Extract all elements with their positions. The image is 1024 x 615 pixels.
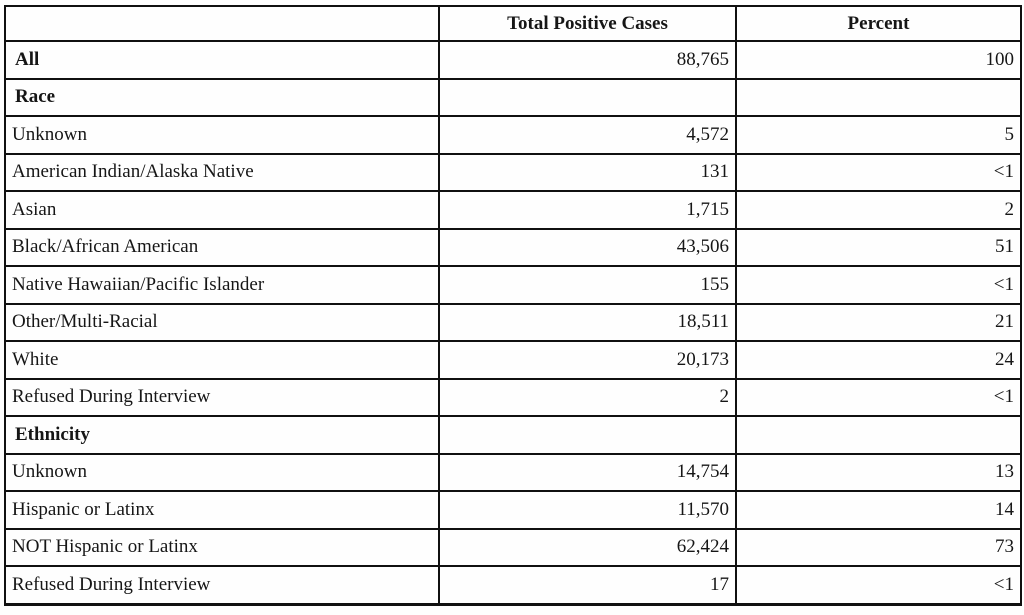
percent-value: 100 bbox=[735, 40, 1022, 80]
table-row: Refused During Interview 17 <1 bbox=[4, 565, 1022, 606]
total-cases-value: 17 bbox=[438, 565, 737, 606]
table-row: NOT Hispanic or Latinx 62,424 73 bbox=[4, 527, 1022, 567]
table-row: Asian 1,715 2 bbox=[4, 190, 1022, 230]
percent-value: 14 bbox=[735, 490, 1022, 530]
total-cases-value: 20,173 bbox=[438, 340, 737, 380]
total-cases-value bbox=[438, 415, 737, 455]
total-cases-value: 88,765 bbox=[438, 40, 737, 80]
table-row: Native Hawaiian/Pacific Islander 155 <1 bbox=[4, 265, 1022, 305]
row-label: Race bbox=[4, 77, 440, 117]
row-label: Asian bbox=[4, 190, 440, 230]
total-cases-value bbox=[438, 77, 737, 117]
total-cases-value: 2 bbox=[438, 377, 737, 417]
table-row: Refused During Interview 2 <1 bbox=[4, 377, 1022, 417]
row-label: NOT Hispanic or Latinx bbox=[4, 527, 440, 567]
percent-value: 13 bbox=[735, 452, 1022, 492]
row-label: Unknown bbox=[4, 115, 440, 155]
percent-value: <1 bbox=[735, 265, 1022, 305]
percent-value: 5 bbox=[735, 115, 1022, 155]
row-label: Refused During Interview bbox=[4, 565, 440, 606]
table-row: Other/Multi-Racial 18,511 21 bbox=[4, 302, 1022, 342]
row-label: Unknown bbox=[4, 452, 440, 492]
percent-value: 51 bbox=[735, 227, 1022, 267]
header-category-cell bbox=[4, 5, 440, 42]
total-cases-value: 1,715 bbox=[438, 190, 737, 230]
percent-value: 73 bbox=[735, 527, 1022, 567]
total-cases-value: 18,511 bbox=[438, 302, 737, 342]
percent-value: 21 bbox=[735, 302, 1022, 342]
percent-value: 24 bbox=[735, 340, 1022, 380]
table-row: American Indian/Alaska Native 131 <1 bbox=[4, 152, 1022, 192]
total-cases-value: 11,570 bbox=[438, 490, 737, 530]
row-label: All bbox=[4, 40, 440, 80]
percent-value: <1 bbox=[735, 565, 1022, 606]
row-label: Refused During Interview bbox=[4, 377, 440, 417]
table-row: Race bbox=[4, 77, 1022, 117]
table-row: Black/African American 43,506 51 bbox=[4, 227, 1022, 267]
total-cases-value: 14,754 bbox=[438, 452, 737, 492]
total-cases-value: 155 bbox=[438, 265, 737, 305]
table-row: Unknown 4,572 5 bbox=[4, 115, 1022, 155]
table-row: White 20,173 24 bbox=[4, 340, 1022, 380]
table-row: Unknown 14,754 13 bbox=[4, 452, 1022, 492]
total-cases-value: 4,572 bbox=[438, 115, 737, 155]
header-total-positive-cases: Total Positive Cases bbox=[438, 5, 737, 42]
percent-value: <1 bbox=[735, 152, 1022, 192]
row-label: Native Hawaiian/Pacific Islander bbox=[4, 265, 440, 305]
row-label: American Indian/Alaska Native bbox=[4, 152, 440, 192]
header-row: Total Positive Cases Percent bbox=[4, 5, 1022, 42]
percent-value bbox=[735, 415, 1022, 455]
total-cases-value: 131 bbox=[438, 152, 737, 192]
table-row: Ethnicity bbox=[4, 415, 1022, 455]
header-percent: Percent bbox=[735, 5, 1022, 42]
total-cases-value: 43,506 bbox=[438, 227, 737, 267]
table-row: All 88,765 100 bbox=[4, 40, 1022, 80]
table-row: Hispanic or Latinx 11,570 14 bbox=[4, 490, 1022, 530]
percent-value: <1 bbox=[735, 377, 1022, 417]
positive-cases-table: Total Positive Cases Percent All 88,765 10… bbox=[4, 5, 1022, 606]
percent-value: 2 bbox=[735, 190, 1022, 230]
percent-value bbox=[735, 77, 1022, 117]
row-label: Other/Multi-Racial bbox=[4, 302, 440, 342]
row-label: Ethnicity bbox=[4, 415, 440, 455]
row-label: White bbox=[4, 340, 440, 380]
row-label: Black/African American bbox=[4, 227, 440, 267]
row-label: Hispanic or Latinx bbox=[4, 490, 440, 530]
total-cases-value: 62,424 bbox=[438, 527, 737, 567]
